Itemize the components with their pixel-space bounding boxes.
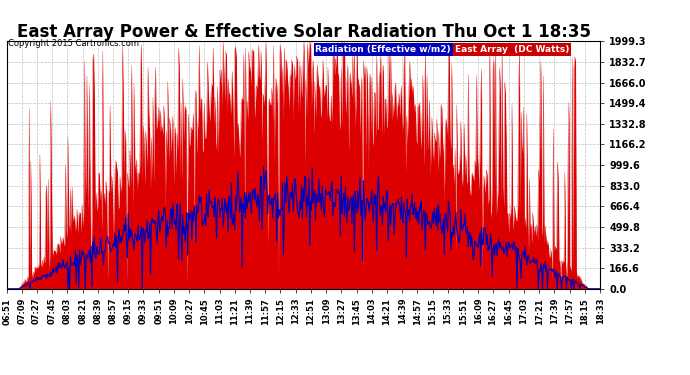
Title: East Array Power & Effective Solar Radiation Thu Oct 1 18:35: East Array Power & Effective Solar Radia…	[17, 23, 591, 41]
Text: Copyright 2015 Cartronics.com: Copyright 2015 Cartronics.com	[8, 39, 139, 48]
Text: East Array  (DC Watts): East Array (DC Watts)	[455, 45, 569, 54]
Text: Radiation (Effective w/m2): Radiation (Effective w/m2)	[315, 45, 451, 54]
